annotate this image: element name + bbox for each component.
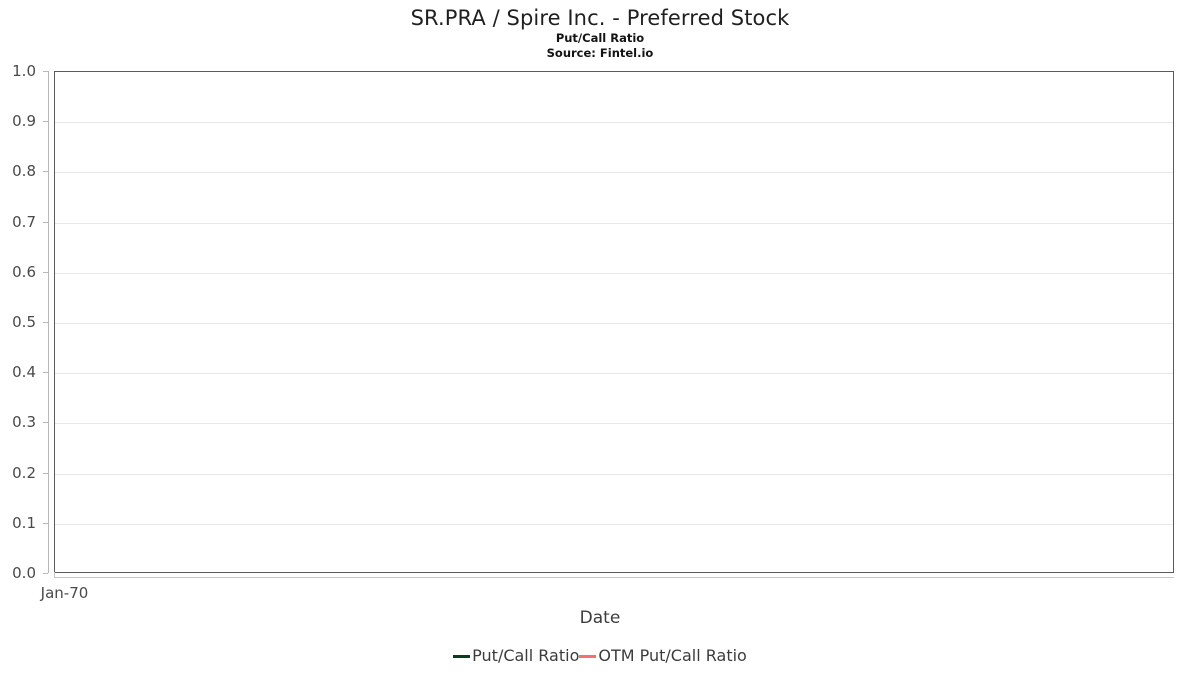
gridline [55, 423, 1173, 425]
gridline [55, 172, 1173, 174]
chart-title: SR.PRA / Spire Inc. - Preferred Stock [410, 6, 790, 30]
y-axis-tick-label: 1.0 [12, 62, 36, 80]
y-axis-tick [43, 221, 48, 223]
legend-color-swatch [453, 654, 471, 658]
gridline [55, 473, 1173, 475]
y-axis-tick-label: 0.8 [12, 162, 36, 181]
x-axis-tick-label: Jan-70 [40, 584, 89, 602]
legend-item[interactable]: OTM Put/Call Ratio [579, 646, 747, 666]
gridline [55, 523, 1173, 525]
x-axis-title: Date [579, 608, 621, 628]
y-axis-tick-label: 0.6 [12, 262, 36, 281]
y-axis-tick-label: 0.3 [12, 413, 36, 432]
gridlines [55, 72, 1173, 572]
chart-subtitle: Put/Call Ratio [555, 31, 645, 45]
y-axis-tick-labels: 0.0 0.1 0.2 0.3 0.4 0.5 0.6 0.7 0.8 0.9 1.0 [0, 62, 44, 582]
y-axis-tick-label: 0.0 [12, 564, 36, 582]
y-axis-tick [43, 322, 48, 323]
y-axis-tick [43, 372, 48, 374]
y-axis-tick-label: 0.1 [12, 513, 36, 532]
chart-header: SR.PRA / Spire Inc. - Preferred Stock Pu… [0, 0, 1200, 61]
y-axis-tick-label: 0.4 [12, 363, 36, 382]
y-axis-tick [43, 71, 48, 72]
y-axis-tick [43, 171, 48, 173]
x-axis-tick-labels: Jan-70 [0, 584, 1200, 606]
legend-item[interactable]: Put/Call Ratio [453, 646, 579, 666]
y-axis-tick [43, 422, 48, 424]
y-axis-tick-label: 0.2 [12, 463, 36, 482]
gridline [55, 272, 1173, 274]
y-axis-tick [43, 573, 48, 574]
x-axis-tick [54, 572, 55, 577]
gridline [55, 222, 1173, 224]
y-axis-tick [43, 121, 48, 123]
y-axis-line [43, 71, 49, 574]
legend-color-swatch [579, 654, 597, 658]
y-axis-tick [43, 271, 48, 273]
y-axis-tick-label: 0.7 [12, 212, 36, 231]
chart-legend: Put/Call Ratio OTM Put/Call Ratio [0, 646, 1200, 666]
y-axis-tick-label: 0.9 [12, 112, 36, 131]
series-layer [55, 72, 1173, 572]
gridline [55, 323, 1173, 324]
y-axis-tick [43, 472, 48, 474]
gridline [55, 122, 1173, 124]
chart-source: Source: Fintel.io [546, 46, 654, 60]
y-axis-tick-label: 0.5 [12, 313, 36, 331]
x-axis-line [54, 572, 1174, 578]
legend-label: Put/Call Ratio [472, 646, 580, 665]
plot-area [54, 71, 1174, 573]
y-axis-tick [43, 522, 48, 524]
gridline [55, 373, 1173, 375]
series-svg [55, 72, 1175, 574]
legend-label: OTM Put/Call Ratio [598, 646, 747, 665]
